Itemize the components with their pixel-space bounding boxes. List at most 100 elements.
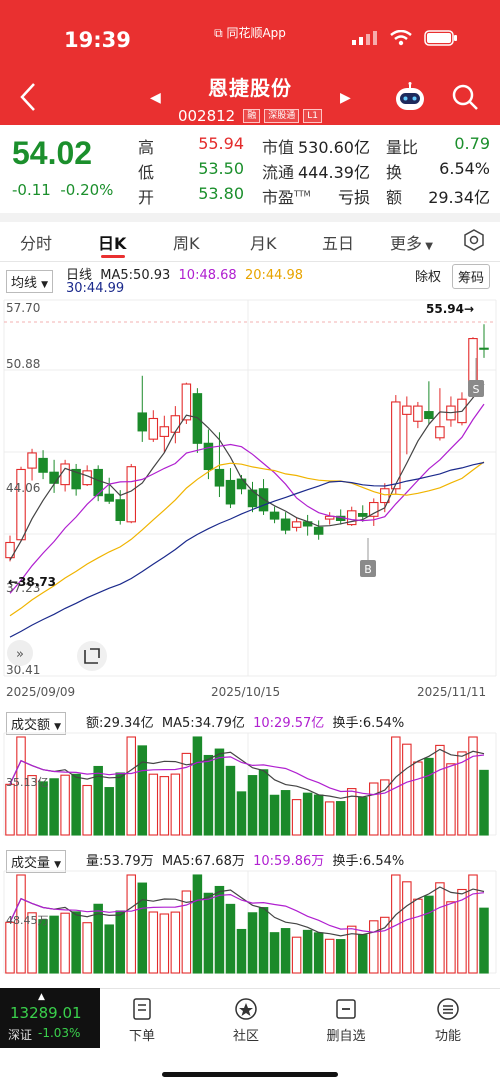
volume-bar [137,882,148,974]
volume-bar [313,794,324,836]
index-value: 13289.01 [10,1004,82,1022]
indicator-select-amount[interactable]: 成交额 ▼ [6,712,67,735]
nav-remove-watchlist[interactable]: 删自选 [306,997,386,1044]
home-indicator [162,1072,338,1077]
prev-stock-arrow-icon[interactable]: ◀ [150,90,161,106]
vr-value: 0.79 [454,134,490,153]
candle-body [71,468,81,490]
volume-value-legend: 量:53.79万 [86,854,154,869]
candle-body [357,513,368,517]
chart-settings-icon[interactable] [462,228,486,252]
back-icon[interactable] [14,80,44,114]
candle-body [170,415,181,433]
tab-monthly[interactable]: 月K [250,234,277,253]
chevron-down-icon: ▼ [422,241,433,252]
volume-ma5: MA5:67.68万 [161,854,245,869]
volume-bar [71,911,81,974]
volume-bar [49,778,59,836]
exright-button[interactable]: 除权 [410,264,447,287]
index-ticker[interactable]: ▲ 13289.01 深证 -1.03% [0,988,100,1048]
x-date-start: 2025/09/09 [6,685,75,699]
candle-body [391,401,401,490]
change-pct: -0.20% [60,181,114,199]
chevron-down-icon: ▼ [41,280,49,290]
ma5-value: MA5:50.93 [100,268,171,283]
indicator-select-ma[interactable]: 均线 ▼ [6,270,54,293]
expand-chart-icon[interactable]: » [7,640,33,666]
remove-watchlist-icon [336,999,356,1019]
amount-ma10: 10:29.57亿 [253,716,325,731]
indicator-select-label: 均线 [11,276,38,291]
fullscreen-icon[interactable] [77,641,107,671]
last-price: 54.02 [12,135,93,171]
candlestick-chart[interactable]: 57.70 50.88 44.06 37.23 30.41 55.94→ ←38… [0,298,500,703]
indicator-select-volume[interactable]: 成交量 ▼ [6,850,67,873]
tab-five-day[interactable]: 五日 [322,234,355,253]
volume-bar [225,765,236,836]
tab-more[interactable]: 更多 ▼ [390,230,433,254]
candle-body [214,468,225,487]
volume-bar [159,776,170,836]
volume-bar [424,757,434,836]
candle-body [104,493,114,502]
candle-body [82,470,92,486]
volume-bar [247,912,258,974]
signal-icon [352,31,377,45]
chevron-down-icon: ▼ [54,722,62,732]
next-stock-arrow-icon[interactable]: ▶ [340,90,351,106]
volume-legend: 量:53.79万 MA5:67.68万 10:59.86万 换手:6.54% [86,850,404,869]
nav-functions[interactable]: 功能 [408,997,488,1044]
status-icons [352,30,458,46]
volume-bar-chart[interactable]: 48.45万 [0,870,500,974]
robot-assistant-icon[interactable] [393,82,427,112]
chips-button[interactable]: 筹码 [452,264,491,289]
candle-body [27,452,37,469]
index-name: 深证 [8,1028,33,1042]
volume-bar [170,911,181,974]
tab-weekly[interactable]: 周K [173,234,200,253]
volume-bar [115,772,125,836]
volume-bar [479,769,489,836]
divider [0,213,500,222]
amount-value: 29.34亿 [428,188,490,207]
volume-bar [380,779,390,836]
float-value: 444.39亿 [298,163,370,182]
candle-body [16,468,26,541]
candle-body [5,541,15,559]
nav-community-label: 社区 [232,1029,259,1044]
ma5-line [9,383,485,561]
volume-bar [192,736,203,836]
wifi-icon [390,30,412,46]
x-date-mid: 2025/10/15 [211,685,280,699]
volume-bar [324,801,335,836]
volume-ma10-line [9,892,485,933]
candle-body [280,518,291,531]
divider [0,261,500,262]
volume-bar [402,743,412,836]
low-value: 53.50 [198,159,244,178]
volume-bar [380,916,390,974]
candle-body [413,405,423,422]
ma10-line [9,403,485,594]
search-icon[interactable] [450,82,480,112]
volume-bar [38,781,48,836]
nav-order[interactable]: 下单 [102,997,182,1044]
amount-bar-chart[interactable]: 35.13亿 [0,732,500,836]
volume-bar [236,791,247,836]
y-tick-bottom: 30.41 [6,663,40,677]
volume-bar [27,912,37,974]
max-price-label: 55.94→ [426,302,474,316]
volume-bar [27,775,37,836]
volume-bars [5,874,489,974]
volume-bar [446,901,456,974]
header-bar: 19:39 ⧉ 同花顺App ◀ ▶ 恩捷股份 002812 融 深股通 L1 [0,0,500,125]
ma20-value: 20:44.98 [244,268,304,283]
volume-bar [60,912,70,974]
volume-bar [291,936,302,974]
nav-community[interactable]: 社区 [206,997,286,1044]
tab-intraday[interactable]: 分时 [20,234,53,253]
index-up-arrow-icon: ▲ [38,992,45,1002]
tab-daily[interactable]: 日K [98,234,127,253]
amount-turnover: 换手:6.54% [332,716,405,731]
volume-y-label: 48.45万 [6,914,49,927]
